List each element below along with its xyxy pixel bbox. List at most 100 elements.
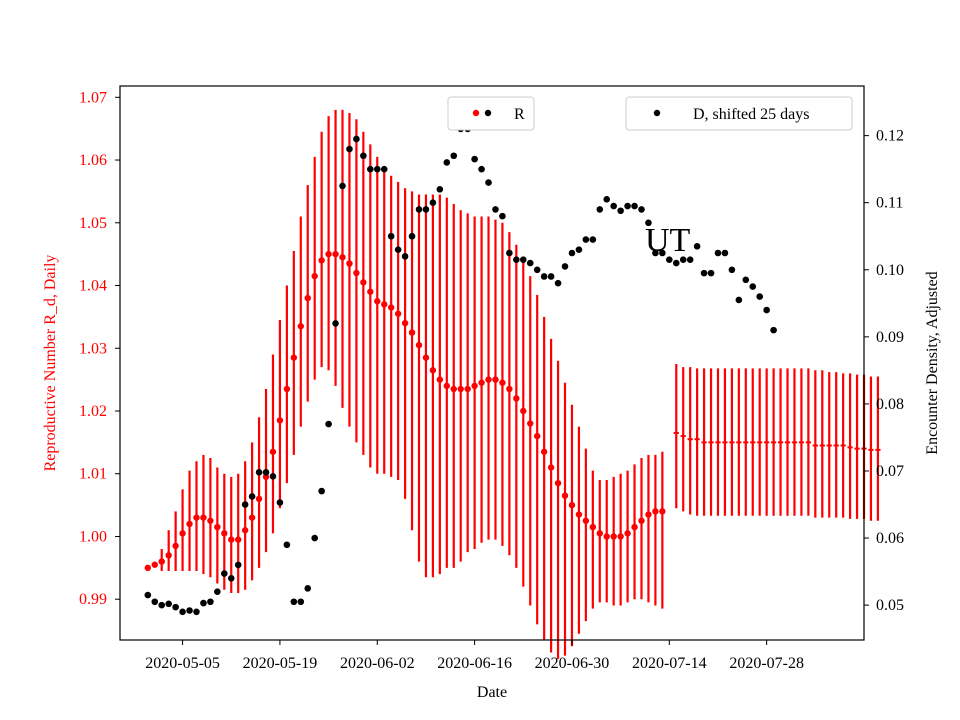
r-point [513,395,520,402]
d-point [436,185,444,193]
d-point [742,276,750,284]
d-point [248,493,256,500]
d-point [214,588,221,596]
d-point [707,269,715,277]
d-point [631,202,638,210]
r-point [617,533,624,540]
d-point [582,236,590,243]
r-point [485,376,492,383]
r-point [367,288,374,295]
x-tick-label: 2020-06-16 [437,655,512,672]
left-y-tick-label: 1.01 [79,466,107,483]
d-point [151,598,159,606]
r-point [346,260,353,267]
r-point [610,533,617,540]
r-point [506,385,513,393]
left-y-tick-label: 0.99 [79,591,107,608]
d-point [227,574,235,582]
r-point [269,448,277,455]
r-point [172,542,179,550]
right-y-axis-title: Encounter Density, Adjusted [924,271,941,454]
right-y-tick-label: 0.07 [876,463,904,480]
r-point [381,301,388,308]
d-point [471,155,478,163]
r-point [276,417,284,424]
d-point [172,603,179,611]
r-point [540,448,548,455]
r-point [624,530,631,537]
d-point [276,499,284,506]
plot-frame [119,85,865,641]
r-point [325,250,332,258]
d-point [283,541,291,549]
r-point [645,511,652,518]
d-point [756,293,764,300]
legend-d-label: D, shifted 25 days [693,106,809,123]
r-point [450,385,457,393]
d-point [311,534,318,542]
r-point [387,304,395,311]
d-point [186,607,193,614]
r-point [339,254,346,261]
r-point [443,382,451,390]
d-point [339,182,346,190]
d-point [603,196,611,203]
r-point [638,517,645,524]
d-point [547,273,555,280]
d-point [373,165,381,173]
r-point [499,379,506,386]
r-point [415,341,423,349]
left-y-tick-label: 1.04 [79,278,107,295]
left-y-axis-title: Reproductive Number R_d, Daily [42,255,59,472]
d-series-points [144,125,777,616]
r-point [235,536,242,543]
r-series-points [144,250,666,572]
r-point [353,269,360,277]
d-point [394,246,402,253]
right-y-tick-label: 0.12 [876,128,904,145]
d-point [415,206,423,213]
d-point [645,219,652,227]
r-point [221,530,228,537]
legend-d: D, shifted 25 days [625,96,853,131]
d-point [506,249,513,257]
r-point [193,514,200,521]
d-point [763,306,770,314]
d-point [700,269,708,277]
left-y-axis-ticks: 0.99 1.00 1.01 1.02 1.03 1.04 1.05 1.06 1.07 [79,89,120,608]
r-point [575,511,583,518]
d-point [513,256,520,264]
d-point [200,599,207,607]
d-point [290,598,298,606]
d-point [589,236,597,243]
right-y-axis-ticks: 0.05 0.06 0.07 0.08 0.09 0.10 0.11 0.12 [864,128,904,614]
legend-r-label: R [514,106,525,123]
d-point [220,570,228,577]
right-y-tick-label: 0.10 [876,262,904,279]
d-point [318,487,325,495]
x-tick-label: 2020-07-14 [632,655,707,672]
r-point [631,523,638,531]
r-point [464,385,471,393]
r-point [144,564,152,572]
d-point [360,152,367,160]
left-y-tick-label: 1.06 [79,152,107,169]
d-point [325,420,332,428]
r-point [360,279,367,286]
d-point [533,266,541,274]
r-point [429,367,437,374]
d-point [255,469,263,476]
d-point [540,273,548,280]
d-point [561,263,569,270]
r-point [596,530,603,537]
r-point [290,354,298,361]
r-point [262,473,270,481]
r-series-tail [673,431,881,451]
d-point [728,266,736,274]
r-point [394,310,402,317]
r-point [471,382,478,390]
d-point [269,473,277,480]
d-point [714,249,722,257]
r-point [652,508,659,515]
